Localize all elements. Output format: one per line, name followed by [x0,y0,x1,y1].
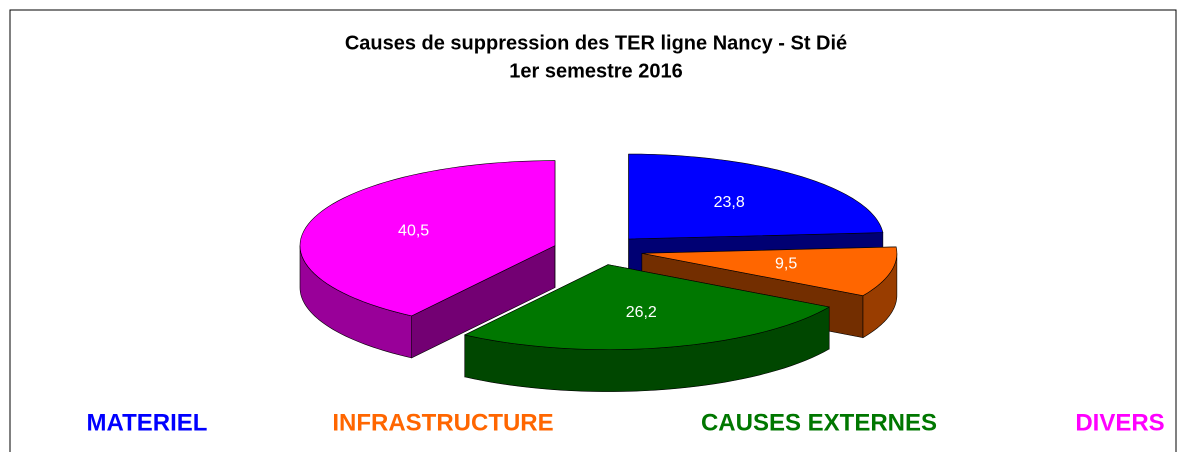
slice [299,160,556,317]
data-label: 40,5 [398,222,429,239]
legend-entry: CAUSES EXTERNES [701,409,937,436]
slice [463,264,831,350]
slice: 40,5 [299,160,556,359]
slice [628,153,884,240]
data-label: 23,8 [714,194,745,211]
chart-title: Causes de suppression des TER ligne Nanc… [345,32,847,54]
data-label: 9,5 [775,255,797,272]
legend-entry: DIVERS [1075,409,1164,436]
data-label: 26,2 [626,304,657,321]
legend-entry: MATERIEL [87,409,208,436]
chart-subtitle: 1er semestre 2016 [509,60,682,82]
slice [641,246,898,296]
slice: 26,2 [463,264,831,392]
legend-entry: INFRASTRUCTURE [332,409,553,436]
